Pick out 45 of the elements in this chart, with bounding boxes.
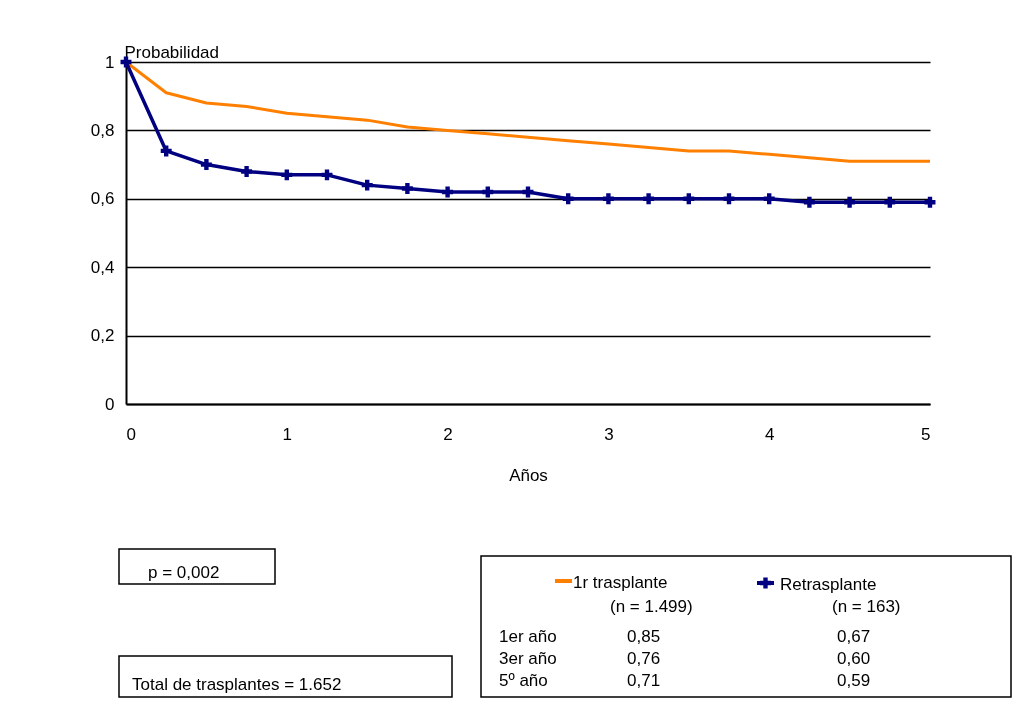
point — [683, 193, 695, 205]
point — [763, 193, 775, 205]
point — [401, 183, 413, 195]
x-tick-label: 1 — [282, 424, 293, 444]
x-tick-label: 4 — [764, 424, 775, 444]
legend-label: Retrasplante — [780, 575, 877, 594]
y-axis-title: Probabilidad — [124, 42, 220, 62]
x-tick-label: 3 — [604, 424, 614, 444]
text: 0,59 — [837, 671, 871, 690]
text: 0,76 — [627, 649, 661, 668]
text: (n = 163) — [832, 597, 901, 616]
point — [160, 145, 172, 157]
y-tick-label: 0,4 — [90, 257, 115, 277]
y-tick-label: 0,2 — [90, 326, 115, 346]
x-axis-title: Años — [509, 465, 548, 485]
point — [602, 193, 614, 205]
y-tick-label: 0,6 — [90, 189, 115, 209]
text: 1er año — [499, 627, 557, 646]
text: p = 0,002 — [148, 563, 220, 582]
point — [803, 196, 815, 208]
text: 0,71 — [627, 671, 661, 690]
text: 5º año — [499, 671, 548, 690]
text: 0,60 — [837, 649, 871, 668]
point — [361, 179, 373, 191]
point — [643, 193, 655, 205]
point — [241, 165, 253, 177]
point — [844, 196, 856, 208]
y-tick-label: 0 — [105, 394, 115, 414]
text: 0,85 — [627, 627, 661, 646]
point — [482, 186, 494, 198]
point — [281, 169, 293, 181]
legend-label: 1r trasplante — [573, 573, 668, 592]
x-tick-label: 0 — [126, 424, 136, 444]
y-tick-label: 0,8 — [90, 120, 115, 140]
point — [442, 186, 454, 198]
text: 3er año — [499, 649, 557, 668]
point — [562, 193, 574, 205]
point — [200, 159, 212, 171]
text: (n = 1.499) — [610, 597, 693, 616]
text: Total de trasplantes = 1.652 — [132, 675, 342, 694]
point — [884, 196, 896, 208]
x-tick-label: 2 — [443, 424, 453, 444]
text: 0,67 — [837, 627, 871, 646]
x-tick-label: 5 — [921, 424, 931, 444]
y-tick-label: 1 — [105, 52, 115, 72]
